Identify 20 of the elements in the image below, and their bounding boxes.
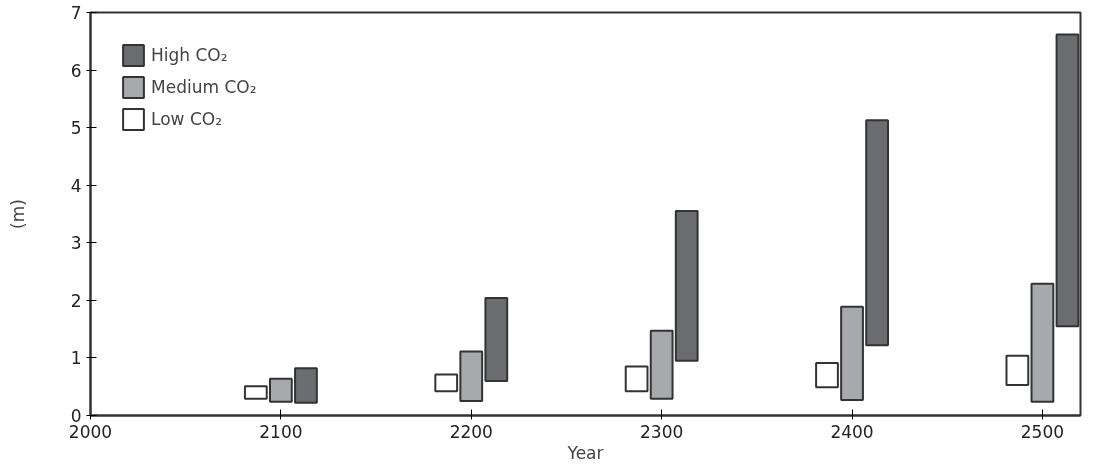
bar (1030, 282, 1055, 403)
y-axis-title: (m) (7, 199, 28, 229)
x-tick-label: 2500 (1020, 421, 1065, 442)
legend-label: High CO₂ (151, 45, 228, 65)
y-tick-label: 5 (70, 118, 82, 139)
y-tick-label: 1 (70, 348, 82, 369)
x-tick-label: 2200 (449, 421, 493, 442)
y-tick-label: 7 (70, 3, 82, 23)
x-tick-label: 2300 (640, 421, 684, 442)
bar (624, 365, 649, 393)
x-tick-label: 2100 (259, 421, 303, 442)
x-tick-label: 2400 (830, 421, 874, 442)
y-tick-label: 4 (70, 175, 82, 196)
legend-label: Low CO₂ (151, 109, 222, 129)
bar (1005, 354, 1030, 386)
legend-label: Medium CO₂ (151, 77, 257, 97)
y-tick-label: 6 (70, 60, 82, 81)
y-tick-label: 3 (70, 233, 82, 254)
y-tick-label: 2 (70, 290, 82, 311)
x-axis-title: Year (566, 442, 604, 463)
